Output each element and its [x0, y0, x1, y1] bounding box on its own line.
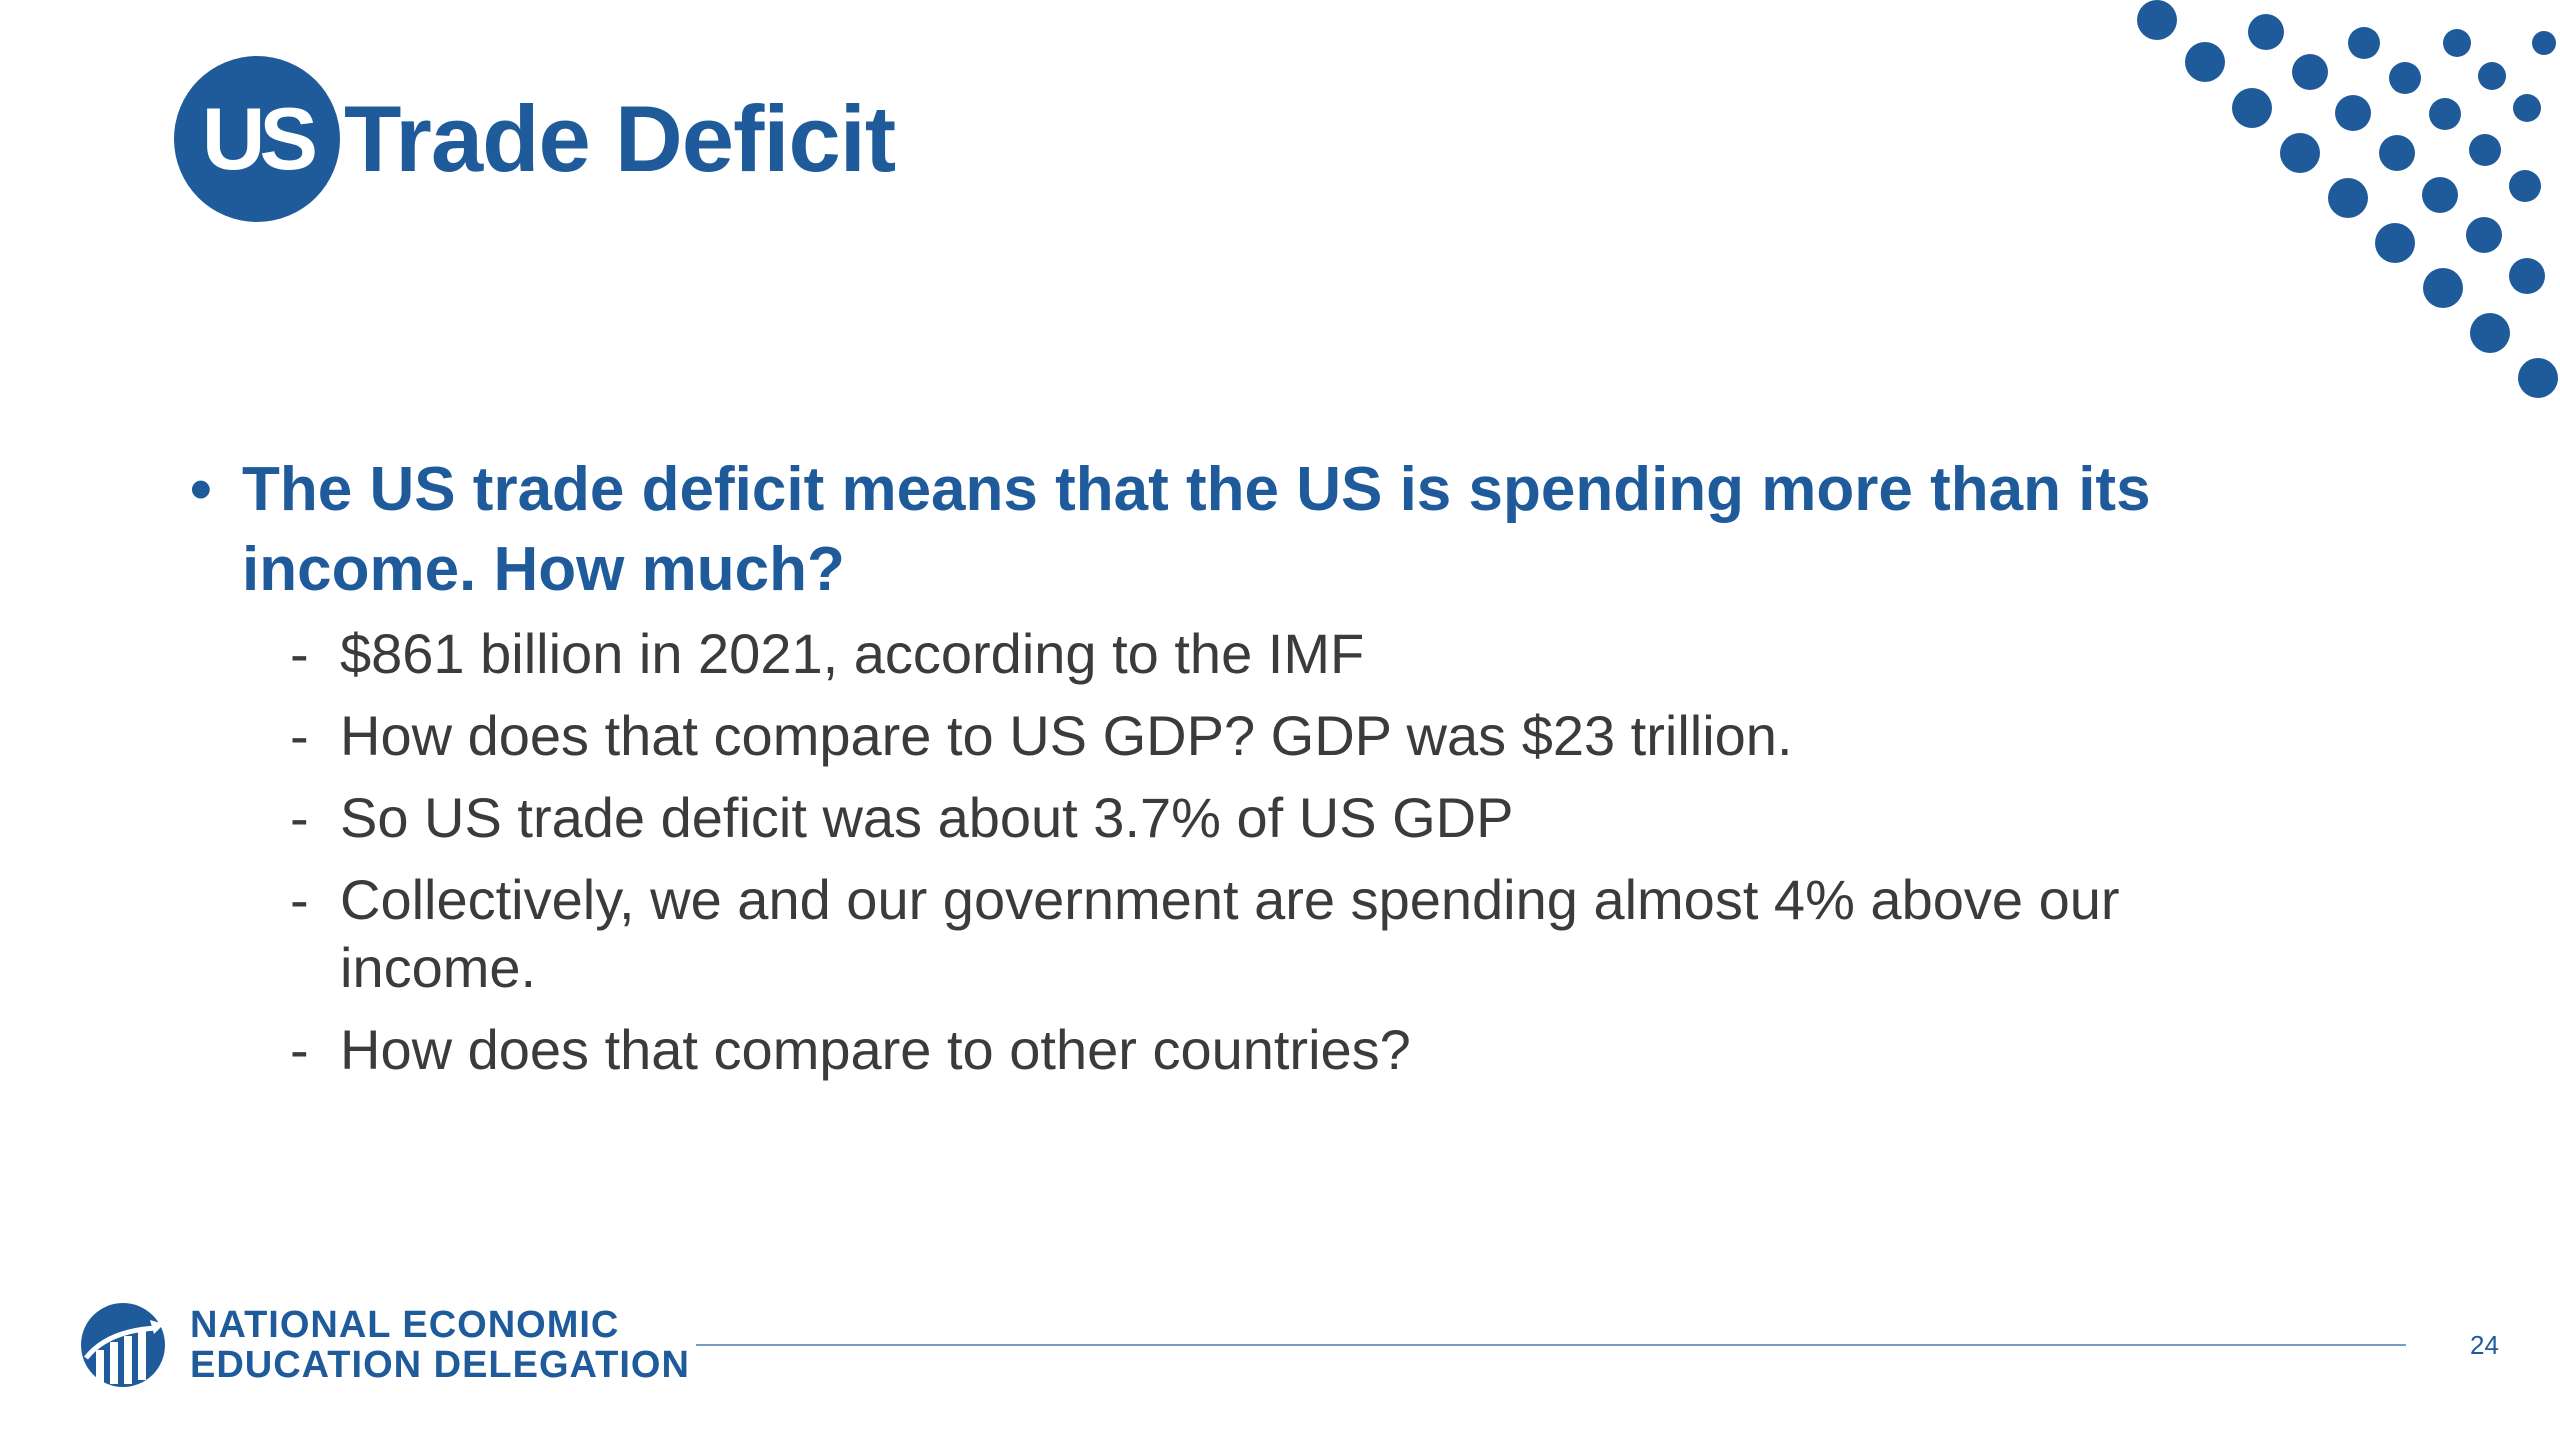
- sub-bullet-list: - $861 billion in 2021, according to the…: [190, 620, 2270, 1084]
- org-name-line2: EDUCATION DELEGATION: [190, 1344, 690, 1386]
- main-bullet: • The US trade deficit means that the US…: [190, 450, 2270, 610]
- dash-icon: -: [290, 786, 309, 849]
- slide-title: US Trade Deficit: [174, 55, 896, 223]
- slide-content: • The US trade deficit means that the US…: [190, 450, 2270, 1098]
- sub-bullet: - So US trade deficit was about 3.7% of …: [190, 784, 2270, 852]
- main-bullet-text: The US trade deficit means that the US i…: [242, 455, 2151, 604]
- sub-bullet: - How does that compare to US GDP? GDP w…: [190, 702, 2270, 770]
- dash-icon: -: [290, 622, 309, 685]
- dash-icon: -: [290, 1018, 309, 1081]
- decorative-dots: [2137, 0, 2558, 398]
- dash-icon: -: [290, 704, 309, 767]
- sub-bullet: - How does that compare to other countri…: [190, 1016, 2270, 1084]
- sub-bullet-text: $861 billion in 2021, according to the I…: [340, 622, 1365, 685]
- chart-globe-icon: [81, 1303, 165, 1387]
- sub-bullet-text: How does that compare to US GDP? GDP was…: [340, 704, 1793, 767]
- footer-divider: [696, 1344, 2406, 1346]
- sub-bullet: - Collectively, we and our government ar…: [190, 866, 2270, 1002]
- org-name-line1: NATIONAL ECONOMIC: [190, 1304, 620, 1346]
- page-number: 24: [2470, 1330, 2499, 1360]
- sub-bullet: - $861 billion in 2021, according to the…: [190, 620, 2270, 688]
- sub-bullet-text: How does that compare to other countries…: [340, 1018, 1411, 1081]
- org-name: NATIONAL ECONOMIC EDUCATION DELEGATION: [190, 1305, 690, 1385]
- bullet-icon: •: [190, 455, 212, 524]
- us-badge: US: [174, 56, 340, 222]
- sub-bullet-text: So US trade deficit was about 3.7% of US…: [340, 786, 1514, 849]
- org-logo: NATIONAL ECONOMIC EDUCATION DELEGATION: [78, 1300, 690, 1390]
- sub-bullet-text: Collectively, we and our government are …: [340, 868, 2120, 999]
- title-text: Trade Deficit: [344, 86, 896, 191]
- dash-icon: -: [290, 868, 309, 931]
